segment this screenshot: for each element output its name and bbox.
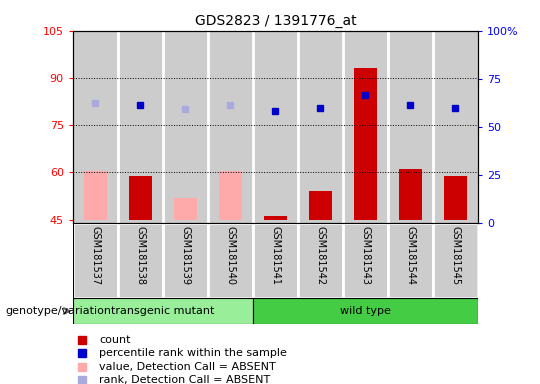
Bar: [298, 223, 343, 298]
Text: percentile rank within the sample: percentile rank within the sample: [99, 348, 287, 358]
Text: GSM181537: GSM181537: [90, 227, 100, 286]
Bar: [129, 175, 152, 220]
Bar: [73, 223, 118, 298]
Text: GSM181543: GSM181543: [360, 227, 370, 285]
Text: value, Detection Call = ABSENT: value, Detection Call = ABSENT: [99, 362, 276, 372]
Bar: [118, 223, 163, 298]
Bar: [208, 223, 253, 298]
Text: GSM181540: GSM181540: [225, 227, 235, 285]
Title: GDS2823 / 1391776_at: GDS2823 / 1391776_at: [194, 14, 356, 28]
Bar: [208, 31, 253, 223]
Bar: [219, 171, 242, 220]
Bar: [298, 31, 343, 223]
Bar: [73, 298, 253, 324]
Text: count: count: [99, 335, 131, 345]
Text: GSM181545: GSM181545: [450, 227, 461, 286]
Bar: [253, 223, 298, 298]
Bar: [399, 169, 422, 220]
Text: GSM181542: GSM181542: [315, 227, 326, 286]
Text: transgenic mutant: transgenic mutant: [111, 306, 214, 316]
Text: wild type: wild type: [340, 306, 391, 316]
Text: GSM181544: GSM181544: [406, 227, 415, 285]
Bar: [73, 31, 118, 223]
Bar: [264, 217, 287, 220]
Bar: [163, 31, 208, 223]
Bar: [433, 31, 478, 223]
Bar: [343, 223, 388, 298]
Bar: [309, 191, 332, 220]
Bar: [388, 31, 433, 223]
Bar: [433, 223, 478, 298]
Bar: [253, 298, 478, 324]
Text: rank, Detection Call = ABSENT: rank, Detection Call = ABSENT: [99, 375, 271, 384]
Bar: [163, 223, 208, 298]
Bar: [343, 31, 388, 223]
Text: GSM181541: GSM181541: [271, 227, 280, 285]
Bar: [444, 175, 467, 220]
Text: GSM181538: GSM181538: [136, 227, 145, 285]
Bar: [354, 68, 377, 220]
Bar: [118, 31, 163, 223]
Bar: [388, 223, 433, 298]
Bar: [253, 31, 298, 223]
Bar: [84, 171, 107, 220]
Bar: [174, 197, 197, 220]
Text: GSM181539: GSM181539: [180, 227, 191, 285]
Text: genotype/variation: genotype/variation: [5, 306, 111, 316]
